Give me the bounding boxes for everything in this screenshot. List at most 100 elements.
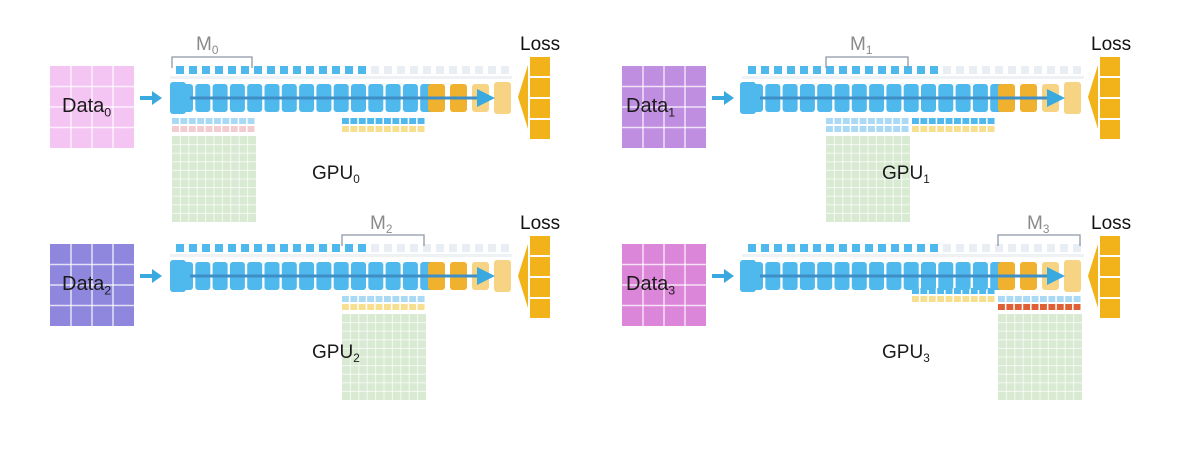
param-square	[371, 66, 379, 74]
param-square	[241, 244, 249, 252]
gradient-cell	[998, 304, 1005, 310]
param-square	[254, 244, 262, 252]
input-arrow	[712, 91, 734, 105]
param-square	[189, 244, 197, 252]
gradient-cell	[188, 126, 196, 132]
gradient-cell	[197, 118, 205, 124]
param-square	[280, 244, 288, 252]
gradient-cell	[375, 296, 383, 302]
param-square	[826, 244, 834, 252]
loss-block	[530, 299, 550, 318]
param-square	[995, 66, 1003, 74]
param-square	[982, 244, 990, 252]
gradient-cell	[172, 126, 179, 132]
gradient-cell	[342, 304, 349, 310]
param-square	[215, 244, 223, 252]
param-square	[358, 244, 366, 252]
gradient-cell	[893, 118, 901, 124]
gradient-cell	[205, 126, 213, 132]
gradient-cell	[1048, 304, 1056, 310]
param-square	[280, 66, 288, 74]
gradient-cell	[1056, 296, 1064, 302]
param-square	[202, 66, 210, 74]
param-square	[774, 244, 782, 252]
gradient-cell	[1065, 304, 1073, 310]
activation-band-cell	[417, 118, 425, 124]
loss-block	[1100, 257, 1120, 276]
gradient-cell	[834, 126, 842, 132]
gradient-cell	[859, 118, 867, 124]
param-square	[800, 244, 808, 252]
gradient-cell	[230, 126, 238, 132]
gradient-cell	[367, 304, 375, 310]
gradient-cell	[851, 126, 859, 132]
gradient-cell	[214, 126, 221, 132]
activation-band-cell	[928, 118, 936, 124]
activation-band-cell	[920, 118, 928, 124]
gradient-cell	[400, 304, 408, 310]
param-square	[475, 66, 483, 74]
loss-block	[530, 257, 550, 276]
gradient-cell	[859, 126, 867, 132]
activation-band-cell	[954, 296, 961, 302]
param-square	[852, 66, 860, 74]
model-shard-bracket	[997, 234, 1081, 246]
activation-band-cell	[920, 288, 928, 294]
gradient-cell	[188, 118, 196, 124]
param-square	[1047, 244, 1055, 252]
input-layer-block	[170, 260, 186, 292]
input-layer-block	[740, 260, 756, 292]
activation-band-cell	[945, 296, 953, 302]
param-square	[332, 66, 340, 74]
gradient-cell	[214, 118, 221, 124]
param-square	[761, 66, 769, 74]
param-square	[865, 244, 873, 252]
gradient-cell	[247, 126, 255, 132]
gradient-cell	[417, 296, 425, 302]
activation-band-cell	[979, 118, 987, 124]
param-square	[800, 66, 808, 74]
param-square	[358, 66, 366, 74]
param-square	[1008, 244, 1016, 252]
gradient-cell	[1006, 296, 1014, 302]
param-square	[995, 244, 1003, 252]
gradient-cell	[851, 118, 859, 124]
param-square	[956, 244, 964, 252]
param-square	[826, 66, 834, 74]
activation-band-cell	[350, 118, 358, 124]
param-square	[436, 244, 444, 252]
param-square	[488, 244, 496, 252]
activation-band-cell	[970, 288, 978, 294]
param-square	[930, 244, 938, 252]
input-arrow	[140, 269, 162, 283]
param-square	[1021, 66, 1029, 74]
orange-layer-block	[1064, 82, 1081, 114]
param-square	[423, 244, 431, 252]
param-square	[306, 244, 314, 252]
model-shard-bracket	[825, 56, 909, 68]
param-square	[956, 66, 964, 74]
param-square	[930, 66, 938, 74]
param-square	[410, 66, 418, 74]
activation-band-cell	[409, 118, 417, 124]
param-square	[449, 244, 457, 252]
param-square	[774, 66, 782, 74]
data-label-2: Data2	[62, 273, 112, 298]
activation-band-cell	[367, 126, 375, 132]
activation-band-cell	[392, 118, 400, 124]
gradient-cell	[1014, 296, 1022, 302]
gpu-label-1: GPU1	[882, 163, 930, 187]
model-shard-label-0: M0	[196, 34, 219, 58]
gradient-cell	[409, 296, 417, 302]
gradient-cell	[350, 296, 358, 302]
loss-block	[530, 57, 550, 76]
input-layer-block	[170, 82, 186, 114]
param-square	[878, 66, 886, 74]
param-square	[293, 244, 301, 252]
param-row-underline	[170, 254, 512, 257]
param-square	[1073, 66, 1081, 74]
data-label-3: Data3	[626, 273, 676, 298]
activation-band-cell	[962, 296, 970, 302]
gradient-cell	[358, 296, 366, 302]
